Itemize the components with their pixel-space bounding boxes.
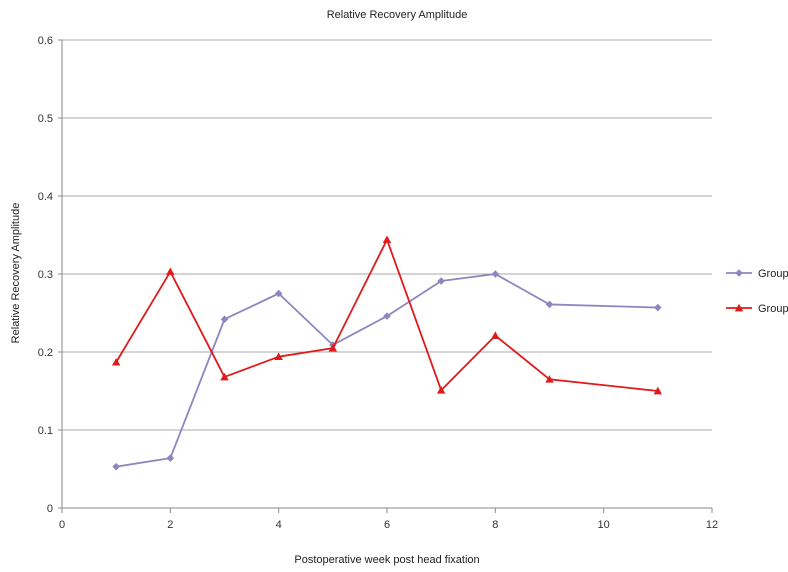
y-axis-title: Relative Recovery Amplitude (10, 203, 22, 344)
data-point (545, 375, 554, 383)
data-point (491, 331, 500, 339)
legend-label: Group 2 (758, 303, 788, 315)
series-line (116, 273, 658, 468)
data-point (491, 270, 500, 278)
data-point (654, 303, 662, 312)
data-point (274, 289, 283, 298)
y-tick-label: 0.6 (38, 35, 53, 47)
data-point (436, 386, 446, 394)
x-tick-label: 6 (384, 519, 390, 531)
series-1 (112, 270, 662, 471)
x-tick-label: 2 (167, 519, 173, 531)
x-tick-label: 0 (59, 519, 65, 531)
data-point (653, 386, 663, 395)
y-tick-label: 0.4 (38, 191, 53, 203)
series-line (115, 238, 658, 392)
legend-marker (734, 303, 744, 312)
chart-title: Relative Recovery Amplitude (327, 9, 468, 21)
x-axis-title: Postoperative week post head fixation (294, 554, 479, 566)
data-point (437, 277, 445, 285)
data-point (111, 357, 121, 366)
y-tick-label: 0.5 (38, 113, 53, 125)
series-2 (111, 235, 663, 395)
legend-item-1: Group 1 (726, 268, 788, 280)
data-point (220, 372, 229, 381)
data-point (166, 454, 175, 462)
data-point (220, 315, 229, 324)
y-tick-label: 0.1 (38, 425, 53, 437)
data-point (383, 312, 391, 320)
data-point (545, 300, 554, 309)
y-tick-label: 0.3 (38, 269, 53, 281)
legend-label: Group 1 (758, 268, 788, 280)
data-point (328, 343, 338, 352)
data-point (112, 462, 120, 471)
x-tick-label: 4 (276, 519, 282, 531)
x-tick-label: 12 (706, 519, 718, 531)
x-tick-label: 10 (598, 519, 610, 531)
axes (58, 39, 713, 513)
data-point (166, 267, 175, 276)
x-tick-label: 8 (492, 519, 498, 531)
y-tick-label: 0 (47, 503, 53, 515)
grid-lines (62, 39, 712, 431)
data-point (274, 352, 283, 361)
legend: Group 1 Group 2 (726, 268, 788, 315)
legend-item-2: Group 2 (726, 303, 788, 315)
legend-marker (735, 269, 743, 277)
data-point (382, 235, 392, 244)
y-tick-label: 0.2 (38, 347, 53, 359)
series-layer (111, 235, 663, 471)
tick-labels: 0 0.1 0.2 0.3 0.4 0.5 0.6 0 2 4 6 8 10 12 (38, 35, 718, 531)
